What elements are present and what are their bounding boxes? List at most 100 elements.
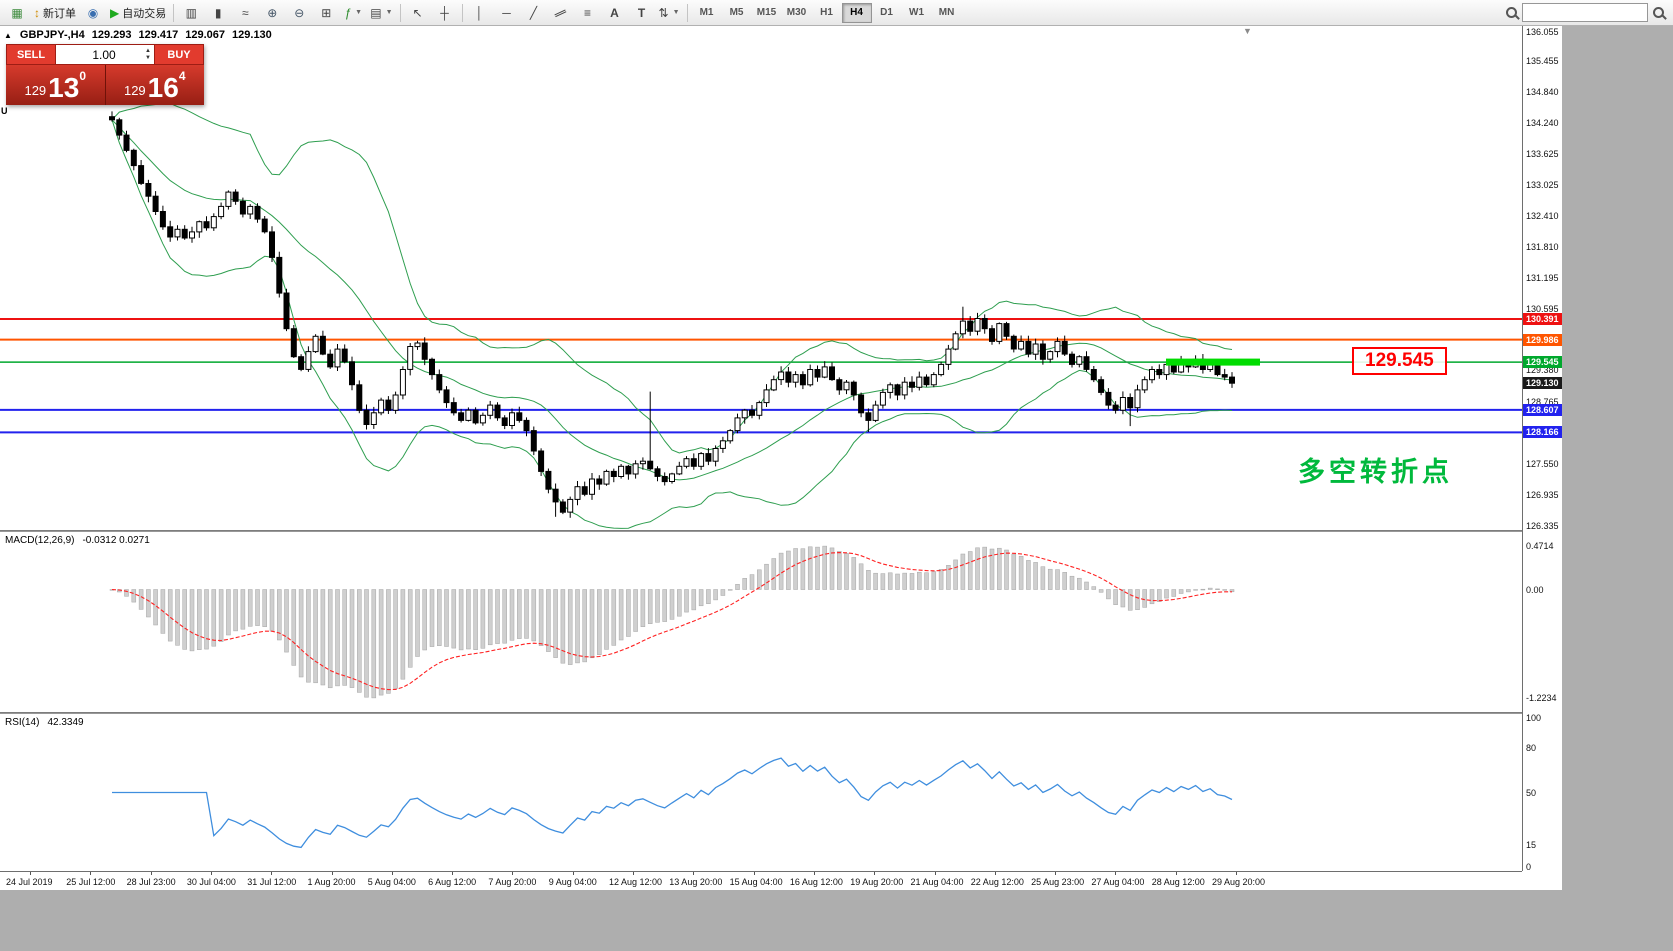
time-axis-tick <box>210 872 212 875</box>
time-axis-label: 27 Aug 04:00 <box>1091 877 1145 887</box>
new-order-button[interactable]: ↕ 新订单 <box>31 2 79 24</box>
panel-splitter[interactable] <box>0 712 1562 714</box>
timeframe-button-m15[interactable]: M15 <box>756 7 777 18</box>
bollinger-bands <box>111 102 1233 529</box>
bar-chart-icon: ▥ <box>185 5 197 20</box>
search-submit-icon[interactable] <box>1653 7 1664 18</box>
channel-icon: ∥ <box>552 6 569 19</box>
time-axis-tick <box>753 872 755 875</box>
timeframe-button-m1[interactable]: M1 <box>699 7 714 18</box>
dropdown-caret: ▼ <box>355 9 363 16</box>
timeframe-button-mn[interactable]: MN <box>938 7 955 18</box>
time-axis-tick <box>633 872 634 875</box>
toolbar-separator <box>173 3 175 22</box>
search-icon[interactable] <box>1506 7 1517 18</box>
time-axis-label: 28 Jul 23:00 <box>126 877 176 887</box>
time-axis-label: 25 Jul 12:00 <box>66 877 116 887</box>
macd-panel[interactable] <box>0 532 1522 712</box>
axis-label: 132.410 <box>1526 211 1559 222</box>
time-axis-label: 5 Aug 04:00 <box>367 877 416 887</box>
crosshair-tool-button[interactable]: ┼ <box>432 2 458 24</box>
price-axis[interactable]: 136.055 135.455 134.840 134.240 133.625 133.0… <box>1522 26 1563 872</box>
timeframe-button-d1[interactable]: D1 <box>880 7 893 18</box>
axis-label: 133.625 <box>1526 149 1559 160</box>
time-axis-tick <box>572 872 574 875</box>
rsi-panel[interactable] <box>0 714 1522 871</box>
price-badge: 129.130 <box>1523 377 1563 390</box>
main-chart-area[interactable]: ▲ GBPJPY-,H4 129.293 129.417 129.067 129… <box>0 26 1522 530</box>
axis-label: 126.935 <box>1526 490 1559 501</box>
time-axis-tick <box>1115 872 1117 875</box>
low-value: 129.067 <box>185 29 226 41</box>
horizontal-line-tool-button[interactable]: ─ <box>494 2 520 24</box>
timeframe-button-w1[interactable]: W1 <box>909 7 925 18</box>
price-badge: 129.986 <box>1523 333 1563 346</box>
axis-label: 129.380 <box>1526 365 1559 376</box>
line-chart-button[interactable]: ≈ <box>232 2 258 24</box>
timeframe-button-h1[interactable]: H1 <box>820 7 833 18</box>
time-axis-label: 28 Aug 12:00 <box>1151 877 1205 887</box>
axis-label: 136.055 <box>1526 27 1559 37</box>
close-value: 129.130 <box>232 29 272 41</box>
zoom-out-button[interactable]: ⊖ <box>286 2 312 24</box>
navigator-button[interactable]: ◉ <box>80 2 106 24</box>
timeframe-button-m5[interactable]: M5 <box>729 7 744 18</box>
time-axis-tick <box>693 872 695 875</box>
sell-button[interactable]: SELL <box>6 44 56 65</box>
timeframe-button-h4[interactable]: H4 <box>841 2 872 23</box>
arrows-tool-button[interactable]: ⇅ ▼ <box>656 2 683 24</box>
time-axis-tick <box>874 872 876 875</box>
templates-icon: ▤ <box>370 5 382 20</box>
cursor-tool-button[interactable]: ↖ <box>405 2 431 24</box>
templates-button[interactable]: ▤ ▼ <box>367 2 395 24</box>
time-axis-tick <box>1175 872 1177 875</box>
zoom-out-icon: ⊖ <box>294 5 305 20</box>
text-tool-button[interactable]: A <box>602 2 628 24</box>
indicators-button[interactable]: ƒ ▼ <box>340 2 366 24</box>
buy-price-button[interactable]: 129 16 4 <box>104 65 205 105</box>
volume-spin-buttons[interactable]: ▲ ▼ <box>145 47 151 61</box>
mdi-background-right <box>1562 26 1673 951</box>
axis-label: 131.195 <box>1526 273 1559 283</box>
candlestick-chart-button[interactable]: ▮ <box>205 2 231 24</box>
buy-price-prefix: 129 <box>123 83 146 98</box>
search-input[interactable] <box>1522 3 1648 22</box>
candlestick-icon: ▮ <box>214 5 222 20</box>
turning-point-annotation[interactable]: 多空转折点 <box>1298 457 1453 487</box>
fibonacci-tool-button[interactable]: ≡ <box>575 2 601 24</box>
axis-label: 0.4714 <box>1526 541 1554 552</box>
time-axis[interactable]: 24 Jul 2019 25 Jul 12:00 28 Jul 23:00 30 Ju… <box>0 871 1522 891</box>
bar-chart-button[interactable]: ▥ <box>178 2 204 24</box>
macd-values: -0.0312 0.0271 <box>82 535 150 546</box>
vertical-line-tool-button[interactable]: │ <box>467 2 493 24</box>
label-tool-button[interactable]: T <box>629 2 655 24</box>
autotrading-button[interactable]: ▶ 自动交易 <box>107 2 169 24</box>
indicators-icon: ƒ <box>344 5 352 20</box>
chart-shift-marker[interactable]: ▼ <box>1243 26 1252 36</box>
timeframe-button-m30[interactable]: M30 <box>786 7 807 18</box>
main-chart-svg <box>0 102 1522 529</box>
panel-splitter[interactable] <box>0 530 1562 532</box>
panel-collapse-icon[interactable]: ▲ <box>4 30 12 40</box>
trendline-tool-button[interactable]: ╱ <box>521 2 547 24</box>
axis-label: 130.595 <box>1526 303 1559 314</box>
zoom-in-button[interactable]: ⊕ <box>259 2 285 24</box>
macd-histogram <box>109 545 1235 699</box>
macd-name: MACD(12,26,9) <box>5 535 75 546</box>
volume-input[interactable] <box>70 46 138 63</box>
chart-ohlc-info: ▲ GBPJPY-,H4 129.293 129.417 129.067 129… <box>4 29 272 41</box>
time-axis-tick <box>994 872 996 875</box>
channel-tool-button[interactable]: ∥ <box>548 2 574 24</box>
sell-price-button[interactable]: 129 13 0 <box>6 65 105 105</box>
price-callout-annotation[interactable]: 129.545 <box>1352 347 1447 376</box>
trendline-icon: ╱ <box>529 5 538 20</box>
tile-windows-button[interactable]: ⊞ <box>313 2 339 24</box>
buy-button[interactable]: BUY <box>154 44 204 65</box>
time-axis-label: 24 Jul 2019 <box>6 877 53 887</box>
autotrading-label: 自动交易 <box>122 7 167 20</box>
macd-indicator-label: MACD(12,26,9) -0.0312 0.0271 <box>5 535 150 546</box>
volume-stepper: ▲▼ <box>56 44 154 65</box>
high-value: 129.417 <box>138 29 179 41</box>
highlight-line-segment <box>1166 358 1260 366</box>
new-chart-button[interactable]: ▦ <box>4 2 30 24</box>
